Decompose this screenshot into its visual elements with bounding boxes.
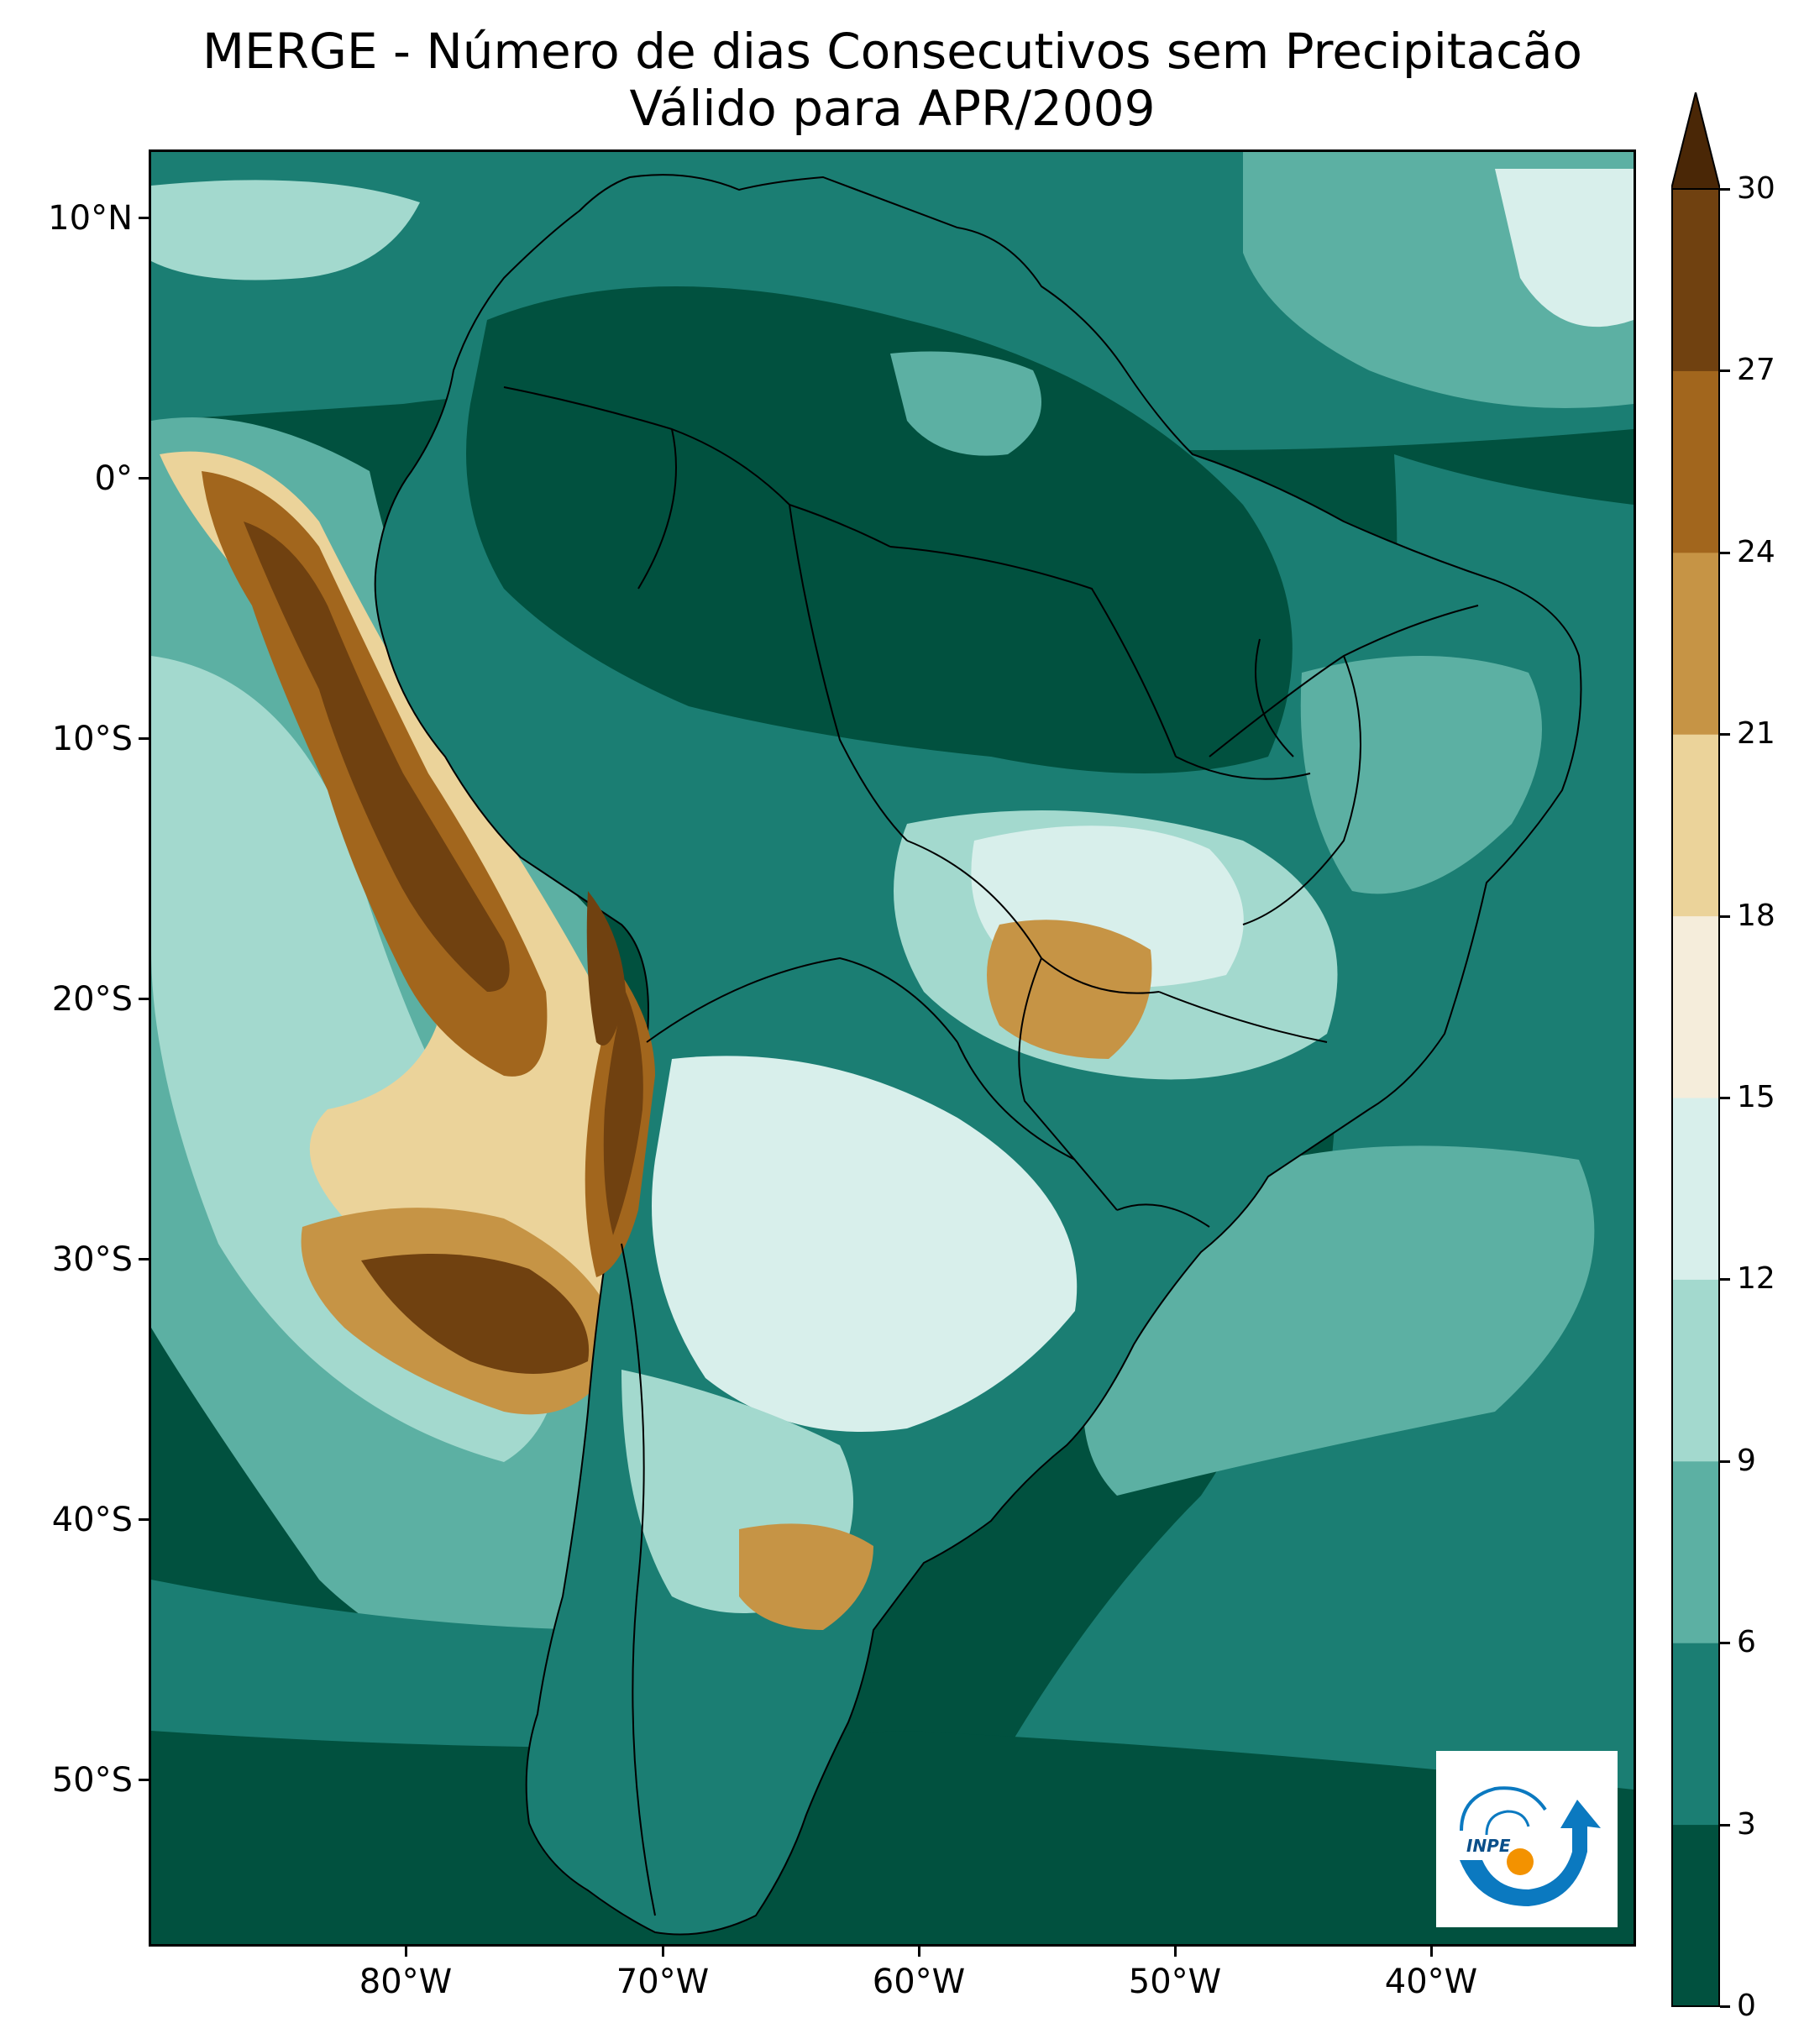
colorbar-label: 30 (1737, 171, 1775, 206)
lon-tick (1430, 1947, 1433, 1957)
colorbar-segment (1672, 734, 1719, 917)
northeast-brazil-light (1300, 656, 1542, 894)
lon-label-50w: 50°W (1128, 1963, 1222, 2001)
colorbar-tick (1720, 551, 1730, 554)
lon-label-60w: 60°W (872, 1963, 966, 2001)
ocean-band-north-light (151, 180, 420, 280)
lon-label-80w: 80°W (359, 1963, 453, 2001)
lon-tick (662, 1947, 664, 1957)
ocean-band-pacific-south-max (361, 1254, 590, 1374)
lat-label-30s: 30°S (51, 1240, 133, 1279)
colorbar-tick (1720, 369, 1730, 373)
inpe-logo-text: INPE (1466, 1836, 1511, 1856)
lat-label-50s: 50°S (51, 1761, 133, 1800)
mato-grosso-do-sul-dry (987, 920, 1152, 1059)
lon-label-70w: 70°W (616, 1963, 710, 2001)
lon-label-40w: 40°W (1384, 1963, 1478, 2001)
inpe-logo-icon: INPE (1460, 1786, 1601, 1906)
colorbar-label: 21 (1737, 716, 1775, 752)
colorbar-tick (1720, 1823, 1730, 1826)
colorbar-tick (1720, 188, 1730, 191)
lat-label-10n: 10°N (48, 199, 133, 238)
lon-tick (405, 1947, 407, 1957)
colorbar-tick (1720, 1460, 1730, 1463)
guiana-light-patch (890, 351, 1041, 456)
colorbar-segment (1672, 1279, 1719, 1462)
lat-tick (139, 217, 149, 219)
colorbar-label: 9 (1737, 1443, 1756, 1478)
colorbar-label: 6 (1737, 1625, 1756, 1660)
colorbar-segment (1672, 1460, 1719, 1643)
colorbar-label: 18 (1737, 898, 1775, 933)
colorbar-tick (1720, 1097, 1730, 1099)
colorbar-tick (1720, 733, 1730, 736)
colorbar-segment (1672, 189, 1719, 371)
ocean-band-pacific-max (244, 521, 510, 992)
lat-label-0: 0° (94, 459, 133, 498)
colorbar-tick (1720, 1642, 1730, 1645)
map-title: MERGE - Número de dias Consecutivos sem … (202, 23, 1583, 80)
lat-tick (139, 477, 149, 480)
precipitation-map (149, 149, 1636, 1947)
colorbar-label: 27 (1737, 353, 1775, 388)
lat-tick (139, 998, 149, 1000)
patagonia-dry (739, 1523, 873, 1630)
lat-tick (139, 1779, 149, 1781)
colorbar-outline (1671, 188, 1720, 2007)
lat-label-40s: 40°S (51, 1501, 133, 1539)
lat-label-10s: 10°S (51, 720, 133, 758)
lat-tick (139, 1258, 149, 1260)
colorbar (1671, 92, 1720, 2007)
colorbar-segment (1672, 1643, 1719, 1826)
map-subtitle: Válido para APR/2009 (629, 80, 1156, 137)
lat-label-20s: 20°S (51, 980, 133, 1019)
colorbar-segment (1672, 1824, 1719, 2007)
colorbar-label: 15 (1737, 1080, 1775, 1114)
lon-tick (918, 1947, 920, 1957)
inpe-logo: INPE (1436, 1751, 1618, 1927)
ocean-band-south (151, 1706, 1634, 1944)
country-borders (503, 386, 1479, 1916)
amazon-wet-region (466, 286, 1293, 773)
colorbar-label: 24 (1737, 534, 1775, 569)
colorbar-segment (1672, 915, 1719, 1098)
ocean-band-south-light (151, 1580, 621, 1748)
colorbar-segment (1672, 552, 1719, 735)
colorbar-segment (1672, 370, 1719, 553)
lon-tick (1174, 1947, 1177, 1957)
lat-tick (139, 737, 149, 740)
andes-dry-core (603, 992, 643, 1235)
colorbar-label: 0 (1737, 1989, 1756, 2023)
chile-coast-max (586, 891, 626, 1046)
colorbar-tick (1720, 2005, 1730, 2008)
colorbar-tick (1720, 915, 1730, 918)
argentina-pale-region (652, 1056, 1078, 1432)
colorbar-extend-arrow (1671, 92, 1720, 190)
ocean-band-northeast-pale (1495, 169, 1634, 328)
colorbar-segment (1672, 1098, 1719, 1280)
colorbar-label: 12 (1737, 1261, 1775, 1297)
lat-tick (139, 1518, 149, 1521)
colorbar-tick (1720, 1278, 1730, 1281)
colorbar-label: 3 (1737, 1806, 1756, 1842)
